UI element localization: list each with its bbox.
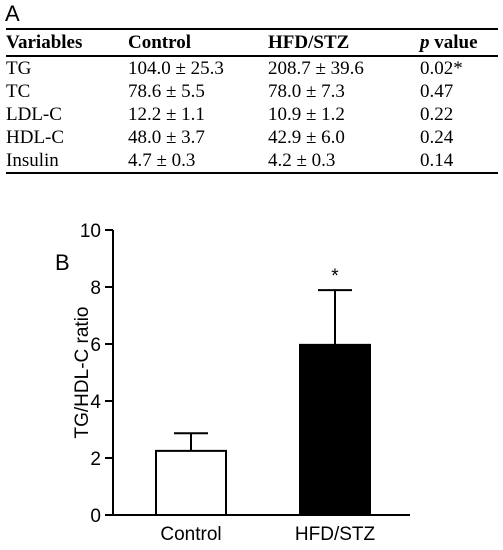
y-tick-label: 0 bbox=[90, 506, 101, 527]
cell-hfd-stz: 4.2 ± 0.3 bbox=[268, 149, 420, 174]
header-hfd-stz: HFD/STZ bbox=[268, 28, 420, 57]
table-row: TG 104.0 ± 25.3 208.7 ± 39.6 0.02* bbox=[6, 56, 498, 80]
table-row: HDL-C 48.0 ± 3.7 42.9 ± 6.0 0.24 bbox=[6, 126, 498, 149]
panel-b-letter: B bbox=[55, 250, 70, 275]
y-tick-label: 4 bbox=[90, 392, 101, 413]
y-tick-label: 6 bbox=[90, 335, 101, 356]
table-row: TC 78.6 ± 5.5 78.0 ± 7.3 0.47 bbox=[6, 80, 498, 103]
cell-p-value: 0.22 bbox=[420, 104, 454, 125]
significance-asterisk: * bbox=[331, 266, 339, 287]
cell-variable: LDL-C bbox=[6, 104, 62, 125]
y-axis-label: TG/HDL-C ratio bbox=[72, 307, 93, 439]
cell-variable: TG bbox=[6, 58, 32, 79]
table-row: Insulin 4.7 ± 0.3 4.2 ± 0.3 0.14 bbox=[6, 149, 498, 174]
y-tick-label: 8 bbox=[90, 278, 101, 299]
cell-control: 78.6 ± 5.5 bbox=[128, 81, 205, 102]
cell-p-value: 0.47 bbox=[420, 81, 454, 102]
panel-a-letter: A bbox=[5, 1, 20, 26]
data-table: Variables Control HFD/STZ p value TG 104.… bbox=[6, 28, 498, 174]
cell-hfd-stz: 42.9 ± 6.0 bbox=[268, 127, 345, 148]
cell-hfd-stz: 208.7 ± 39.6 bbox=[268, 58, 364, 79]
cell-p-value: 0.02* bbox=[420, 58, 463, 79]
bar bbox=[299, 343, 371, 517]
x-tick-label: Control bbox=[160, 524, 221, 545]
cell-control: 12.2 ± 1.1 bbox=[128, 104, 205, 125]
cell-p-value: 0.24 bbox=[420, 127, 454, 148]
y-tick-label: 10 bbox=[80, 221, 101, 242]
cell-variable: HDL-C bbox=[6, 127, 65, 148]
cell-hfd-stz: 78.0 ± 7.3 bbox=[268, 81, 345, 102]
cell-control: 48.0 ± 3.7 bbox=[128, 127, 205, 148]
header-p-value: p value bbox=[420, 28, 498, 57]
y-tick-label: 2 bbox=[90, 449, 101, 470]
x-tick-label: HFD/STZ bbox=[295, 524, 376, 545]
cell-hfd-stz: 10.9 ± 1.2 bbox=[268, 104, 345, 125]
cell-control: 104.0 ± 25.3 bbox=[128, 58, 224, 79]
header-p-rest: value bbox=[429, 32, 478, 53]
bar bbox=[155, 449, 227, 516]
cell-variable: TC bbox=[6, 81, 31, 102]
table-row: LDL-C 12.2 ± 1.1 10.9 ± 1.2 0.22 bbox=[6, 103, 498, 126]
header-variables: Variables bbox=[6, 28, 128, 57]
header-p-italic: p bbox=[420, 32, 430, 53]
cell-control: 4.7 ± 0.3 bbox=[128, 149, 268, 174]
header-control: Control bbox=[128, 28, 268, 57]
cell-p-value: 0.14 bbox=[420, 149, 498, 174]
cell-variable: Insulin bbox=[6, 149, 128, 174]
table-header-row: Variables Control HFD/STZ p value bbox=[6, 28, 498, 57]
